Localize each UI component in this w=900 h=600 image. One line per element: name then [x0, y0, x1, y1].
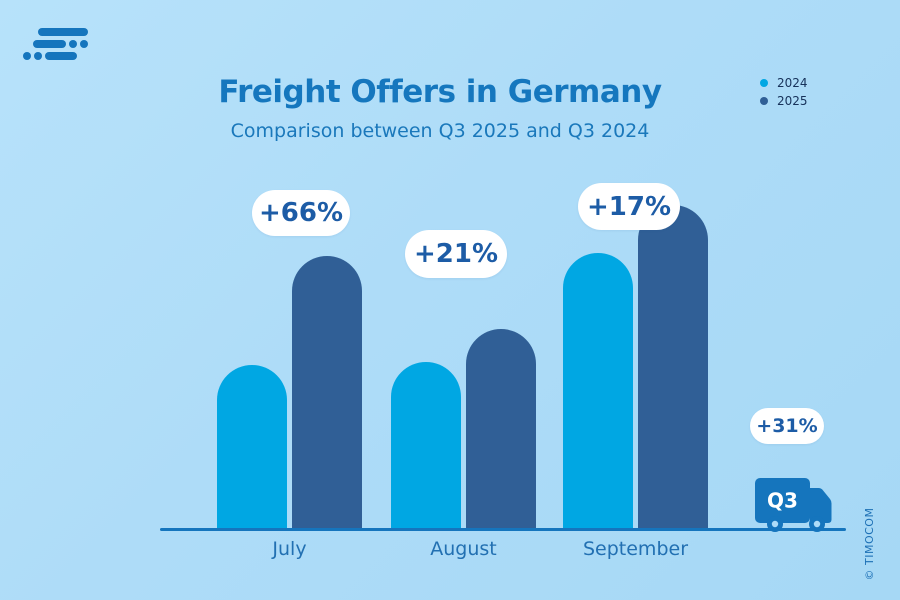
bar-august-2025 [466, 329, 536, 530]
legend: 2024 2025 [760, 76, 808, 112]
bar-august-2024 [391, 362, 461, 530]
bar-group-august [391, 190, 536, 530]
page-title: Freight Offers in Germany [218, 74, 662, 110]
logo-bar [33, 40, 66, 48]
legend-label: 2025 [777, 94, 808, 108]
x-tick-august: August [430, 538, 497, 560]
bar-july-2024 [217, 365, 287, 530]
bar-july-2025 [292, 256, 362, 530]
logo-dot [23, 52, 31, 60]
logo-dot [69, 40, 77, 48]
legend-item-2024: 2024 [760, 76, 808, 90]
bar-september-2024 [563, 253, 633, 530]
x-tick-september: September [582, 538, 689, 560]
bar-group-july [217, 190, 362, 530]
copyright-text: © TIMOCOM [863, 507, 876, 581]
truck-icon: Q3 [755, 478, 832, 532]
annotation-q3-total-pct: +31% [750, 408, 824, 444]
annotation-july-pct: +66% [252, 190, 350, 236]
logo-row [23, 52, 93, 60]
logo-bar [38, 28, 88, 36]
page-subtitle: Comparison between Q3 2025 and Q3 2024 [230, 120, 650, 142]
annotation-september-pct: +17% [578, 183, 680, 230]
legend-item-2025: 2025 [760, 94, 808, 108]
legend-label: 2024 [777, 76, 808, 90]
bar-september-2025 [638, 205, 708, 530]
bar-group-september [563, 190, 708, 530]
logo-bar [45, 52, 77, 60]
x-axis-line [160, 528, 846, 531]
logo-dot [34, 52, 42, 60]
truck-q3-label: Q3 [767, 489, 798, 513]
annotation-august-pct: +21% [405, 230, 507, 278]
timocom-logo-icon [23, 28, 93, 64]
x-tick-july: July [272, 538, 307, 560]
legend-dot-2025-icon [760, 97, 768, 105]
logo-row [33, 40, 93, 48]
logo-row [38, 28, 93, 36]
logo-dot [80, 40, 88, 48]
legend-dot-2024-icon [760, 79, 768, 87]
